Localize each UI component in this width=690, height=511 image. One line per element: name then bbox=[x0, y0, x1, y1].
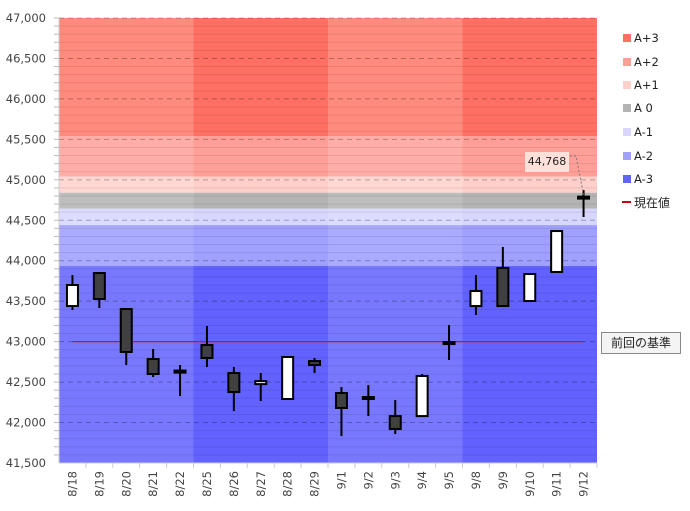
legend-swatch bbox=[623, 34, 631, 42]
x-tick-label: 9/5 bbox=[442, 471, 456, 490]
band-A+1 bbox=[193, 176, 328, 193]
x-tick-label: 9/11 bbox=[550, 471, 564, 497]
band-A+2 bbox=[59, 136, 194, 177]
x-tick-label: 9/10 bbox=[523, 471, 537, 497]
candle-body bbox=[308, 360, 322, 367]
candle-body bbox=[415, 375, 429, 418]
y-tick-label: 43,500 bbox=[6, 294, 46, 308]
band-A+1 bbox=[328, 176, 463, 193]
x-tick-label: 8/20 bbox=[119, 471, 133, 497]
band-A+2 bbox=[328, 136, 463, 177]
candle-body bbox=[200, 344, 214, 359]
band-A+3 bbox=[59, 18, 194, 137]
y-tick-label: 45,500 bbox=[6, 132, 46, 146]
legend-swatch bbox=[623, 58, 631, 66]
band-A+1 bbox=[59, 176, 194, 193]
candle-body bbox=[146, 358, 160, 376]
y-tick-label: 44,500 bbox=[6, 213, 46, 227]
x-tick-label: 8/25 bbox=[200, 471, 214, 497]
candle-body bbox=[442, 341, 456, 346]
x-tick-label: 9/2 bbox=[361, 471, 375, 490]
band-A+3 bbox=[462, 18, 597, 137]
candle-body bbox=[281, 356, 295, 401]
band-A-3 bbox=[193, 265, 328, 463]
band-A-2 bbox=[462, 225, 597, 266]
legend-label: A+3 bbox=[634, 31, 659, 45]
x-tick-label: 9/1 bbox=[334, 471, 348, 490]
candle-body bbox=[173, 369, 187, 374]
band-A-2 bbox=[193, 225, 328, 266]
y-tick-label: 43,000 bbox=[6, 335, 46, 349]
y-tick-label: 42,500 bbox=[6, 375, 46, 389]
band-A0 bbox=[462, 192, 597, 209]
x-tick-label: 8/27 bbox=[254, 471, 268, 497]
y-tick-label: 46,500 bbox=[6, 51, 46, 65]
legend-swatch bbox=[623, 152, 631, 160]
band-A-1 bbox=[328, 208, 463, 226]
candle-body bbox=[65, 284, 79, 308]
y-tick-label: 47,000 bbox=[6, 11, 46, 25]
x-tick-label: 9/3 bbox=[388, 471, 402, 490]
candle-body bbox=[361, 396, 375, 401]
candle-body bbox=[577, 195, 591, 200]
y-tick-label: 41,500 bbox=[6, 456, 46, 470]
band-A+2 bbox=[193, 136, 328, 177]
x-tick-label: 8/19 bbox=[92, 471, 106, 497]
candle-body bbox=[550, 230, 564, 273]
y-tick-label: 45,000 bbox=[6, 173, 46, 187]
y-tick-label: 44,000 bbox=[6, 254, 46, 268]
band-A-1 bbox=[193, 208, 328, 226]
band-A0 bbox=[59, 192, 194, 209]
legend-label: A+1 bbox=[634, 78, 659, 92]
candle-body bbox=[388, 415, 402, 431]
candle-body bbox=[254, 380, 268, 386]
x-tick-label: 9/12 bbox=[577, 471, 591, 497]
current-value-leader bbox=[570, 155, 585, 195]
legend-label: A-1 bbox=[634, 125, 653, 139]
reference-line-label: 前回の基準 bbox=[601, 332, 681, 354]
legend-label: A-3 bbox=[634, 172, 653, 186]
band-A+3 bbox=[328, 18, 463, 137]
candle-body bbox=[119, 308, 133, 353]
band-A-1 bbox=[59, 208, 194, 226]
legend-swatch bbox=[623, 175, 631, 183]
band-A0 bbox=[328, 192, 463, 209]
band-A+3 bbox=[193, 18, 328, 137]
legend-label-current: 現在値 bbox=[634, 195, 670, 210]
band-A-2 bbox=[328, 225, 463, 266]
x-tick-label: 9/4 bbox=[415, 471, 429, 490]
y-tick-label: 46,000 bbox=[6, 92, 46, 106]
x-tick-label: 8/28 bbox=[281, 471, 295, 497]
legend-swatch bbox=[623, 104, 631, 112]
x-tick-label: 8/29 bbox=[308, 471, 322, 497]
current-value-label: 44,768 bbox=[525, 152, 569, 172]
candle-body bbox=[469, 289, 483, 308]
band-A0 bbox=[193, 192, 328, 209]
legend-swatch bbox=[623, 81, 631, 89]
candle-body bbox=[496, 267, 510, 308]
legend-swatch bbox=[623, 128, 631, 136]
candle-body bbox=[92, 272, 106, 300]
legend-label: A+2 bbox=[634, 55, 659, 69]
candle-body bbox=[227, 372, 241, 394]
x-tick-label: 8/21 bbox=[146, 471, 160, 497]
legend-label: A-2 bbox=[634, 149, 653, 163]
candle-body bbox=[523, 272, 537, 303]
y-tick-label: 42,000 bbox=[6, 416, 46, 430]
x-tick-label: 8/22 bbox=[173, 471, 187, 497]
band-A+1 bbox=[462, 176, 597, 193]
band-A-2 bbox=[59, 225, 194, 266]
x-tick-label: 9/8 bbox=[469, 471, 483, 490]
legend-label: A 0 bbox=[634, 101, 653, 115]
x-tick-label: 8/18 bbox=[65, 471, 79, 497]
band-A-1 bbox=[462, 208, 597, 226]
x-tick-label: 9/9 bbox=[496, 471, 510, 490]
candle-body bbox=[334, 392, 348, 409]
x-tick-label: 8/26 bbox=[227, 471, 241, 497]
